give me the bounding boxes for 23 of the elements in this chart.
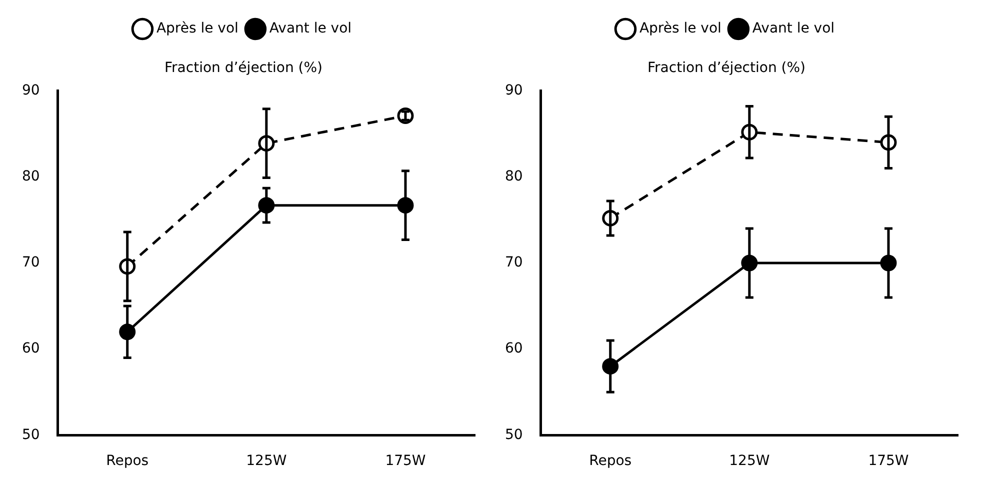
legend-label: Après le vol (639, 20, 722, 37)
x-tick-label: Repos (106, 453, 149, 470)
x-tick-label: 175W (385, 453, 426, 470)
y-tick-label: 90 (504, 82, 523, 98)
y-tick-label: 70 (22, 254, 40, 271)
point (397, 108, 414, 124)
legend-label: Après le vol (156, 20, 238, 37)
x-tick-label: 125W (246, 453, 287, 470)
y-tick-label: 90 (22, 82, 40, 98)
y-tick-label: 60 (504, 340, 523, 357)
y-tick-label: 80 (22, 168, 40, 185)
y-tick-label: 60 (22, 340, 40, 357)
y-tick-label: 50 (22, 426, 40, 443)
chart-title: Fraction d’éjection (%) (164, 60, 322, 76)
legend-label: Avant le vol (269, 20, 352, 37)
x-tick-label: 125W (729, 453, 770, 470)
y-tick-label: 70 (504, 254, 523, 271)
x-tick-label: Repos (589, 453, 632, 470)
x-tick-label: 175W (868, 453, 909, 470)
chart-title: Fraction d’éjection (%) (648, 60, 806, 76)
y-tick-label: 50 (504, 426, 523, 443)
y-tick-label: 80 (504, 168, 523, 185)
legend-label: Avant le vol (752, 20, 835, 37)
